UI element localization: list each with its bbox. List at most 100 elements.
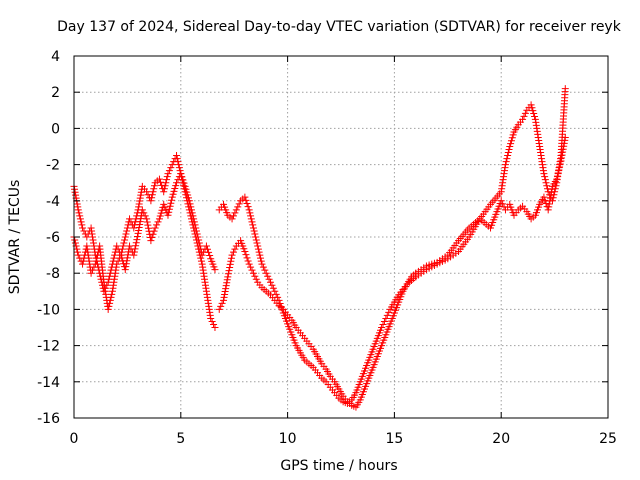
data-point [529, 107, 537, 115]
data-point [105, 302, 113, 310]
data-point [181, 182, 189, 190]
data-point [208, 317, 216, 325]
data-point [76, 215, 84, 223]
data-point [249, 269, 257, 277]
data-point [148, 233, 156, 241]
data-point [554, 169, 562, 177]
data-point [274, 293, 282, 301]
data-point [265, 275, 273, 283]
data-point [547, 191, 555, 199]
data-point [546, 197, 554, 205]
data-point [150, 182, 158, 190]
x-tick-label: 5 [176, 431, 185, 447]
data-point [76, 212, 84, 220]
data-point [204, 245, 211, 253]
data-point [187, 206, 195, 214]
data-point [189, 212, 197, 220]
data-point [380, 317, 388, 325]
data-point [195, 236, 203, 244]
y-tick-label: 4 [51, 49, 60, 65]
data-point [132, 242, 140, 250]
data-point [503, 155, 511, 163]
data-point [118, 248, 126, 256]
data-point [541, 196, 549, 204]
data-point [269, 284, 277, 292]
data-point [168, 196, 176, 204]
data-point [248, 218, 256, 226]
data-point [560, 142, 568, 150]
data-point [243, 200, 251, 208]
data-point [257, 257, 265, 265]
data-point [252, 236, 260, 244]
data-point [133, 232, 141, 240]
data-point [164, 170, 172, 178]
y-tick-label: -12 [37, 339, 60, 355]
data-point [154, 218, 162, 226]
data-point [151, 224, 159, 232]
data-point [217, 302, 225, 310]
data-point [558, 151, 566, 159]
data-point [211, 266, 219, 274]
data-point [223, 279, 231, 287]
data-point [121, 266, 129, 274]
data-point [160, 185, 168, 193]
data-point [202, 242, 210, 250]
data-point [226, 264, 234, 272]
data-point [71, 236, 79, 244]
data-point [247, 263, 255, 271]
data-point [245, 206, 253, 214]
data-point [113, 242, 121, 250]
data-point [184, 194, 192, 202]
data-point [271, 287, 279, 295]
series-track-E [412, 85, 569, 281]
data-point [557, 157, 565, 165]
grid [74, 56, 608, 418]
data-marks [70, 85, 569, 411]
data-point [268, 281, 276, 289]
data-point [91, 260, 99, 268]
data-point [137, 191, 145, 199]
data-point [123, 254, 131, 262]
data-point [247, 212, 255, 220]
data-point [207, 314, 215, 322]
data-point [211, 324, 219, 331]
data-point [121, 236, 129, 244]
data-point [126, 215, 134, 223]
data-point [195, 239, 203, 247]
data-point [224, 273, 232, 281]
data-point [148, 194, 156, 202]
data-point [89, 266, 97, 274]
data-point [506, 143, 514, 150]
data-point [235, 200, 243, 208]
data-point [519, 115, 527, 123]
data-point [232, 206, 240, 214]
data-point [120, 239, 128, 247]
data-point [135, 203, 143, 211]
data-point [193, 230, 201, 238]
data-point [117, 251, 125, 259]
data-point [275, 296, 283, 304]
x-axis-label: GPS time / hours [280, 458, 397, 474]
data-point [198, 251, 206, 259]
data-point [173, 152, 181, 160]
data-point [185, 197, 193, 205]
y-tick-label: 0 [51, 121, 60, 137]
data-point [153, 221, 161, 229]
data-point [545, 203, 553, 211]
data-point [541, 173, 549, 181]
data-point [561, 85, 569, 93]
y-tick-label: -6 [46, 230, 60, 246]
data-point [228, 215, 236, 223]
data-point [143, 215, 151, 223]
data-point [119, 242, 127, 250]
data-point [196, 242, 204, 250]
data-point [167, 164, 175, 172]
data-point [251, 230, 259, 238]
data-point [179, 176, 187, 184]
data-point [124, 251, 132, 259]
data-point [229, 212, 237, 220]
data-point [531, 112, 539, 120]
data-point [244, 257, 252, 265]
data-point [194, 233, 202, 241]
data-point [161, 182, 169, 190]
